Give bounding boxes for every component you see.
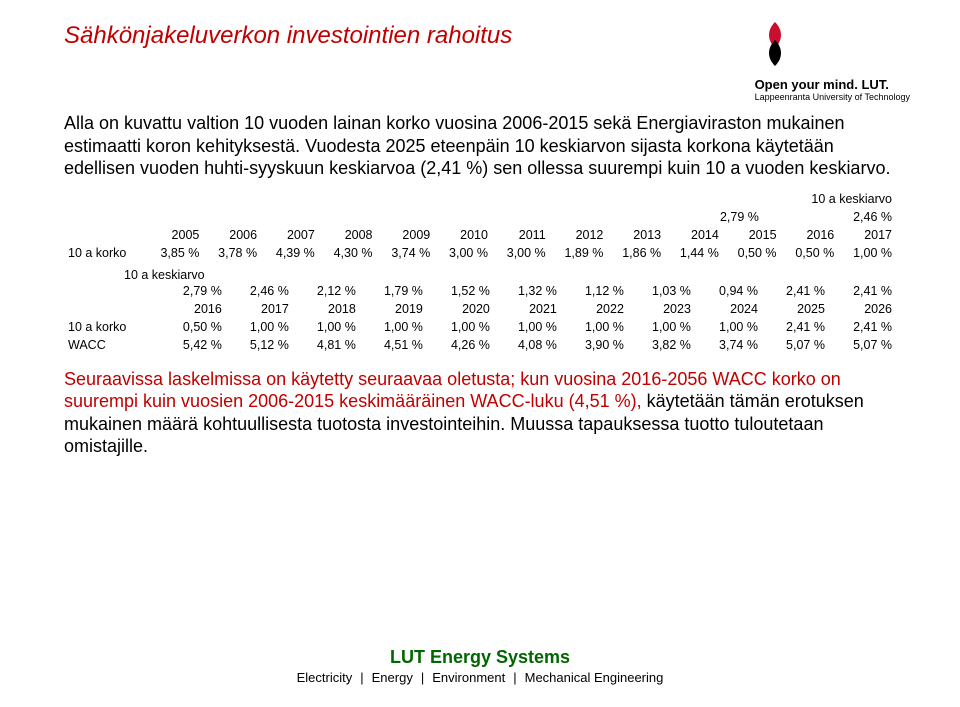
avg-val-0: 2,79 % <box>630 208 763 226</box>
t2-row2-7: 3,82 % <box>628 336 695 354</box>
t2-row1-2: 1,00 % <box>293 318 360 336</box>
t1-year-3: 2008 <box>319 226 377 244</box>
t2-year-7: 2023 <box>628 300 695 318</box>
t2-row2-6: 3,90 % <box>561 336 628 354</box>
t2-row2-label: WACC <box>64 336 159 354</box>
t2-row2-0: 5,42 % <box>159 336 226 354</box>
t1-row-label: 10 a korko <box>64 244 146 262</box>
footer-sep-2: | <box>417 670 428 685</box>
t1-year-12: 2017 <box>838 226 896 244</box>
t2-row2-9: 5,07 % <box>762 336 829 354</box>
t2-year-9: 2025 <box>762 300 829 318</box>
t2-avg-5: 1,32 % <box>494 282 561 300</box>
t2-avg-10: 2,41 % <box>829 282 896 300</box>
t1-val-12: 1,00 % <box>838 244 896 262</box>
t1-val-1: 3,78 % <box>203 244 261 262</box>
t2-row2-2: 4,81 % <box>293 336 360 354</box>
t2-row2-3: 4,51 % <box>360 336 427 354</box>
t1-val-3: 4,30 % <box>319 244 377 262</box>
t2-year-2: 2018 <box>293 300 360 318</box>
t1-val-10: 0,50 % <box>723 244 781 262</box>
t2-row2-10: 5,07 % <box>829 336 896 354</box>
t2-avg-7: 1,03 % <box>628 282 695 300</box>
t1-val-5: 3,00 % <box>434 244 492 262</box>
footer-item-2: Environment <box>428 670 509 685</box>
t1-year-5: 2010 <box>434 226 492 244</box>
t1-year-2: 2007 <box>261 226 319 244</box>
t1-year-1: 2006 <box>203 226 261 244</box>
t1-year-0: 2005 <box>146 226 204 244</box>
t2-row1-8: 1,00 % <box>695 318 762 336</box>
t2-row1-3: 1,00 % <box>360 318 427 336</box>
t2-year-10: 2026 <box>829 300 896 318</box>
footer-item-0: Electricity <box>293 670 357 685</box>
lut-logo-icon <box>755 20 795 68</box>
t1-year-8: 2013 <box>607 226 665 244</box>
t2-avg-label-cell <box>64 282 159 300</box>
avg-val-1: 2,46 % <box>763 208 896 226</box>
t2-avg-3: 1,79 % <box>360 282 427 300</box>
t2-row2-1: 5,12 % <box>226 336 293 354</box>
footer: LUT Energy Systems Electricity|Energy|En… <box>0 647 960 685</box>
footer-sep-1: | <box>356 670 367 685</box>
t2-year-label <box>64 300 159 318</box>
sub-avg-label: 10 a keskiarvo <box>64 268 896 282</box>
t2-avg-2: 2,12 % <box>293 282 360 300</box>
t1-val-7: 1,89 % <box>550 244 608 262</box>
t1-val-8: 1,86 % <box>607 244 665 262</box>
logo: Open your mind. LUT. Lappeenranta Univer… <box>755 20 910 102</box>
t2-avg-4: 1,52 % <box>427 282 494 300</box>
footer-item-3: Mechanical Engineering <box>521 670 668 685</box>
t2-year-8: 2024 <box>695 300 762 318</box>
footer-sep-3: | <box>509 670 520 685</box>
footer-main: LUT Energy Systems <box>0 647 960 668</box>
t1-year-10: 2015 <box>723 226 781 244</box>
logo-tagline: Open your mind. LUT. <box>755 77 910 92</box>
footer-item-1: Energy <box>368 670 417 685</box>
t2-year-1: 2017 <box>226 300 293 318</box>
t1-val-6: 3,00 % <box>492 244 550 262</box>
t1-val-4: 3,74 % <box>377 244 435 262</box>
t2-year-4: 2020 <box>427 300 494 318</box>
avg-label: 10 a keskiarvo <box>630 190 896 208</box>
t2-year-6: 2022 <box>561 300 628 318</box>
t1-val-11: 0,50 % <box>781 244 839 262</box>
table-1: 2005200620072008200920102011201220132014… <box>64 226 896 262</box>
t2-row1-0: 0,50 % <box>159 318 226 336</box>
t2-row1-10: 2,41 % <box>829 318 896 336</box>
t2-row1-label: 10 a korko <box>64 318 159 336</box>
t2-avg-0: 2,79 % <box>159 282 226 300</box>
t2-year-5: 2021 <box>494 300 561 318</box>
table-2: 2,79 %2,46 %2,12 %1,79 %1,52 %1,32 %1,12… <box>64 282 896 354</box>
t1-year-11: 2016 <box>781 226 839 244</box>
note-text: Seuraavissa laskelmissa on käytetty seur… <box>64 368 896 458</box>
t1-year-label <box>64 226 146 244</box>
t2-avg-9: 2,41 % <box>762 282 829 300</box>
t2-row1-5: 1,00 % <box>494 318 561 336</box>
t2-row2-5: 4,08 % <box>494 336 561 354</box>
t1-year-6: 2011 <box>492 226 550 244</box>
t2-row1-7: 1,00 % <box>628 318 695 336</box>
t1-val-2: 4,39 % <box>261 244 319 262</box>
logo-subtitle: Lappeenranta University of Technology <box>755 92 910 102</box>
t2-row1-4: 1,00 % <box>427 318 494 336</box>
t1-year-4: 2009 <box>377 226 435 244</box>
t2-row1-6: 1,00 % <box>561 318 628 336</box>
t2-year-0: 2016 <box>159 300 226 318</box>
intro-text: Alla on kuvattu valtion 10 vuoden lainan… <box>64 112 896 180</box>
t2-avg-1: 2,46 % <box>226 282 293 300</box>
t1-year-9: 2014 <box>665 226 723 244</box>
t2-avg-8: 0,94 % <box>695 282 762 300</box>
t2-row1-1: 1,00 % <box>226 318 293 336</box>
t2-avg-6: 1,12 % <box>561 282 628 300</box>
t2-row2-4: 4,26 % <box>427 336 494 354</box>
t1-val-9: 1,44 % <box>665 244 723 262</box>
t2-row1-9: 2,41 % <box>762 318 829 336</box>
t1-val-0: 3,85 % <box>146 244 204 262</box>
footer-sub: Electricity|Energy|Environment|Mechanica… <box>0 670 960 685</box>
t1-year-7: 2012 <box>550 226 608 244</box>
t2-row2-8: 3,74 % <box>695 336 762 354</box>
table-avg-header: 10 a keskiarvo 2,79 % 2,46 % <box>64 190 896 226</box>
t2-year-3: 2019 <box>360 300 427 318</box>
